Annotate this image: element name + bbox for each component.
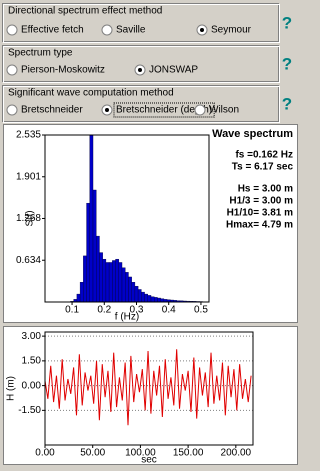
- spectrum-bar: [90, 135, 93, 302]
- help-button[interactable]: ?: [282, 13, 292, 32]
- x-tick-label: 0.1: [65, 305, 79, 316]
- x-tick-label: 0.4: [162, 305, 176, 316]
- x-tick-label: 0.2: [97, 305, 111, 316]
- spectrum-bar: [103, 259, 106, 302]
- spectrum-bar: [106, 262, 109, 302]
- spectrum-bar: [96, 236, 99, 302]
- help-button[interactable]: ?: [282, 94, 292, 113]
- annotation: H1/3 = 3.00 m: [229, 196, 293, 207]
- radio-button[interactable]: [7, 25, 17, 35]
- spectrum-bar: [141, 292, 144, 302]
- spectrum-bar: [87, 203, 90, 302]
- spectrum-bar: [112, 260, 115, 302]
- annotation-title: Wave spectrum: [212, 128, 293, 140]
- spectrum-bar: [80, 282, 83, 302]
- y-axis-label: H (m): [6, 376, 17, 401]
- annotation: Hs = 3.00 m: [238, 184, 293, 195]
- page: {"panels": [ {"title": "Directional spec…: [0, 0, 300, 466]
- spectrum-bar: [145, 294, 148, 302]
- spectrum-bar: [99, 253, 102, 302]
- group-title: Spectrum type: [8, 48, 73, 59]
- annotation: Hmax= 4.79 m: [226, 220, 293, 231]
- spectrum-bar: [148, 295, 151, 302]
- radio-label[interactable]: Effective fetch: [21, 25, 84, 36]
- x-tick-label: 150.00: [173, 448, 204, 459]
- y-tick-label: 1.901: [16, 171, 41, 182]
- y-tick-label: 0.00: [22, 380, 42, 391]
- radio-dot: [138, 68, 142, 72]
- radio-label[interactable]: JONSWAP: [149, 65, 198, 76]
- radio-label[interactable]: Wilson: [209, 105, 239, 116]
- x-tick-label: 50.00: [80, 448, 105, 459]
- radio-label[interactable]: Pierson-Moskowitz: [21, 65, 105, 76]
- y-tick-label: -1.50: [18, 405, 41, 416]
- spectrum-bar: [116, 259, 119, 302]
- radio-dot: [105, 108, 109, 112]
- radio-label[interactable]: Seymour: [211, 25, 252, 36]
- spectrum-bar: [125, 272, 128, 302]
- radio-button[interactable]: [195, 105, 205, 115]
- y-tick-label: 2.535: [16, 130, 41, 141]
- help-button[interactable]: ?: [282, 54, 292, 73]
- group-title: Directional spectrum effect method: [8, 6, 162, 17]
- x-tick-label: 200.00: [221, 448, 252, 459]
- spectrum-bar: [93, 190, 96, 302]
- spectrum-bar: [109, 262, 112, 302]
- annotation: Ts = 6.17 sec: [232, 162, 294, 173]
- annotation: H1/10= 3.81 m: [227, 208, 294, 219]
- spectrum-bar: [135, 286, 138, 302]
- spectrum-bar: [154, 297, 157, 302]
- spectrum-bar: [138, 289, 141, 302]
- annotation: fs =0.162 Hz: [235, 150, 293, 161]
- x-tick-label: 0.5: [194, 305, 208, 316]
- spectrum-bar: [132, 282, 135, 302]
- x-axis-label: f (Hz): [115, 312, 139, 323]
- app-window: Directional spectrum effect method Effect…: [0, 0, 300, 466]
- y-tick-label: 3.00: [22, 331, 42, 342]
- spectrum-bar: [157, 298, 160, 302]
- group-title: Significant wave computation method: [8, 88, 174, 99]
- radio-dot: [200, 28, 204, 32]
- spectrum-bar: [83, 256, 86, 302]
- x-axis-label: sec: [141, 455, 157, 466]
- spectrum-bar: [151, 297, 154, 302]
- x-tick-label: 0.00: [35, 448, 55, 459]
- y-tick-label: 1.50: [22, 356, 42, 367]
- radio-button[interactable]: [7, 105, 17, 115]
- spectrum-bar: [119, 262, 122, 302]
- radio-label[interactable]: Saville: [116, 25, 146, 36]
- spectrum-bar: [122, 268, 125, 302]
- radio-button[interactable]: [102, 25, 112, 35]
- spectrum-bar: [77, 294, 80, 302]
- radio-button[interactable]: [7, 65, 17, 75]
- spectrum-bar: [128, 277, 131, 302]
- radio-label[interactable]: Bretschneider: [21, 105, 83, 116]
- y-tick-label: 0.634: [16, 255, 41, 266]
- y-axis-label: S(f): [25, 210, 36, 226]
